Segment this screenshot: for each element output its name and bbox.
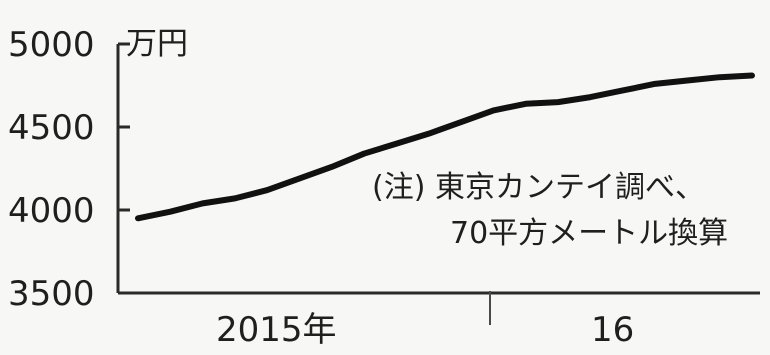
chart-axes: [116, 44, 760, 325]
y-tick-label-5000: 5000: [8, 25, 95, 65]
x-axis-label-16: 16: [591, 310, 634, 350]
y-axis-ticks: 3500 4000 4500 5000: [8, 25, 130, 314]
note-line-1: (注) 東京カンテイ調べ、: [372, 170, 705, 205]
x-axis-label-2015: 2015年: [216, 310, 337, 350]
unit-label: 万円: [126, 26, 188, 62]
note-line-2: 70平方メートル換算: [450, 216, 728, 251]
y-tick-label-4000: 4000: [8, 191, 95, 231]
y-tick-label-4500: 4500: [8, 108, 95, 148]
series-line: [135, 72, 755, 222]
y-tick-label-3500: 3500: [8, 274, 95, 314]
